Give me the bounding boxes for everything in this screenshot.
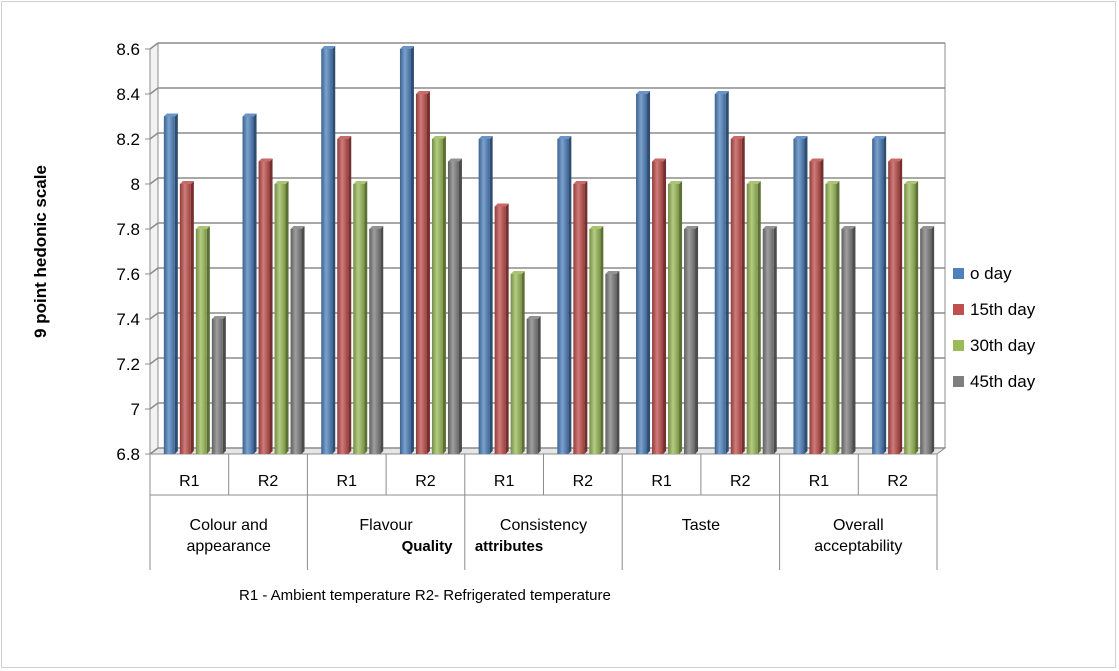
x-axis-title-part-1: Quality	[402, 538, 454, 555]
bar	[353, 181, 368, 454]
bar	[321, 46, 336, 454]
bar	[684, 226, 699, 454]
bar	[337, 136, 352, 454]
bar	[841, 226, 856, 454]
bar	[211, 316, 226, 454]
group-label: Overall	[833, 517, 884, 534]
legend-swatch	[953, 340, 964, 351]
y-tick-label: 7.4	[116, 310, 140, 329]
legend-item: 15th day	[953, 300, 1036, 319]
bar	[258, 158, 273, 454]
bar	[920, 226, 935, 454]
y-tick-label: 7.8	[116, 220, 140, 239]
y-tick-label: 8.4	[116, 85, 140, 104]
legend-item: 30th day	[953, 336, 1036, 355]
x-axis-title-part-2: attributes	[475, 538, 543, 555]
y-tick-label: 8.2	[116, 130, 140, 149]
bar	[242, 113, 257, 454]
bar	[809, 158, 824, 454]
x-tick-label: R2	[258, 473, 279, 490]
y-axis: 6.8 7 7.2 7.4 7.6 7.8 8 8.2 8.4 8.6	[116, 40, 151, 464]
bar	[163, 113, 178, 454]
y-tick-label: 7.6	[116, 265, 140, 284]
bar	[652, 158, 667, 454]
legend-swatch	[953, 304, 964, 315]
x-tick-label: R1	[494, 473, 515, 490]
bar	[730, 136, 745, 454]
legend-swatch	[953, 268, 964, 279]
bar	[714, 91, 729, 454]
bar	[793, 136, 808, 454]
y-axis-title: 9 point hedonic scale	[31, 165, 50, 338]
legend-label: 15th day	[970, 300, 1036, 319]
bar	[526, 316, 541, 454]
bar	[573, 181, 588, 454]
footnote: R1 - Ambient temperature R2- Refrigerate…	[239, 587, 611, 604]
bar	[494, 203, 509, 454]
group-label: acceptability	[814, 538, 902, 555]
y-tick-label: 6.8	[116, 445, 140, 464]
x-tick-label: R2	[887, 473, 908, 490]
bar	[668, 181, 683, 454]
x-tick-label: R1	[651, 473, 672, 490]
bar	[636, 91, 651, 454]
bar	[399, 46, 414, 454]
group-label: Taste	[682, 517, 720, 534]
bar	[274, 181, 289, 454]
bar	[447, 158, 462, 454]
y-tick-label: 7	[131, 400, 140, 419]
bar	[195, 226, 210, 454]
legend-item: o day	[953, 264, 1012, 283]
y-tick-label: 7.2	[116, 355, 140, 374]
legend-label: o day	[970, 264, 1012, 283]
bar	[510, 271, 525, 454]
bar	[478, 136, 493, 454]
group-label: Colour and	[190, 517, 268, 534]
bar	[589, 226, 604, 454]
x-tick-label: R2	[573, 473, 594, 490]
legend-label: 45th day	[970, 372, 1036, 391]
y-tick-label: 8	[131, 175, 140, 194]
bar	[431, 136, 446, 454]
bar	[825, 181, 840, 454]
group-label: Flavour	[359, 517, 413, 534]
bar	[557, 136, 572, 454]
bar	[605, 271, 620, 454]
x-tick-label: R1	[809, 473, 830, 490]
bar	[179, 181, 194, 454]
bar-series	[163, 46, 935, 454]
bar	[369, 226, 384, 454]
legend-label: 30th day	[970, 336, 1036, 355]
bar	[746, 181, 761, 454]
bar	[872, 136, 887, 454]
group-label: appearance	[186, 538, 271, 555]
legend-item: 45th day	[953, 372, 1036, 391]
bar	[762, 226, 777, 454]
legend: o day 15th day 30th day 45th day	[953, 264, 1036, 391]
bar	[888, 158, 903, 454]
bar	[904, 181, 919, 454]
bar	[290, 226, 305, 454]
x-tick-label: R1	[179, 473, 200, 490]
y-tick-label: 8.6	[116, 40, 140, 59]
x-tick-label: R1	[337, 473, 358, 490]
x-tick-label: R2	[415, 473, 436, 490]
x-axis: R1 R2 R1 R2 R1 R2 R1 R2 R1 R2 Colour and appearance…	[149, 454, 938, 570]
legend-swatch	[953, 376, 964, 387]
group-label: Consistency	[500, 517, 587, 534]
x-tick-label: R2	[730, 473, 751, 490]
bar	[415, 91, 430, 454]
